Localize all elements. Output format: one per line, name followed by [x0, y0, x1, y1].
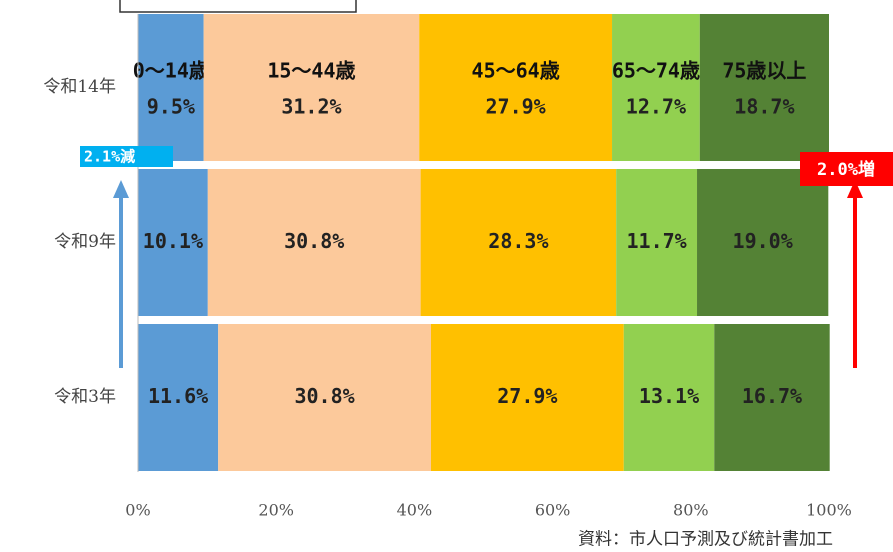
- series-label: 0〜14歳: [133, 59, 209, 83]
- up-arrow-head: [847, 180, 863, 198]
- value-label: 30.8%: [294, 384, 354, 408]
- bar-segment: [138, 169, 208, 316]
- frame: [119, 0, 357, 13]
- down-arrow-head: [113, 180, 129, 198]
- category-label: 令和3年: [54, 387, 116, 407]
- value-label: 28.3%: [488, 229, 548, 253]
- series-label: 45〜64歳: [472, 59, 560, 83]
- bar-segment: [430, 324, 624, 471]
- value-label: 11.6%: [148, 384, 208, 408]
- source-note: 資料：市人口予測及び統計書加工: [578, 530, 833, 550]
- bar-segment: [207, 169, 421, 316]
- value-label: 27.9%: [497, 384, 557, 408]
- increase-box: [800, 152, 893, 186]
- decrease-label: 2.1%減: [84, 148, 135, 166]
- x-tick-label: 20%: [258, 501, 294, 520]
- value-label: 12.7%: [626, 95, 686, 119]
- value-label: 9.5%: [147, 95, 195, 119]
- series-label: 15〜44歳: [267, 59, 355, 83]
- plot: 0% 20% 40% 60% 80% 100% 令和14年 9.5% 0〜14歳 31.2% 15〜…: [43, 14, 852, 520]
- value-label: 16.7%: [742, 384, 802, 408]
- bar-segment: [699, 14, 829, 161]
- bar-segment: [218, 324, 431, 471]
- decrease-box: [80, 146, 173, 167]
- x-tick-label: 60%: [535, 501, 571, 520]
- x-tick-label: 80%: [673, 501, 709, 520]
- bar-segment: [203, 14, 420, 161]
- bar-segment: [420, 169, 617, 316]
- bar-segment: [612, 14, 700, 161]
- bar-segment: [419, 14, 613, 161]
- value-label: 27.9%: [486, 95, 546, 119]
- value-label: 10.1%: [143, 229, 203, 253]
- x-tick-label: 100%: [806, 501, 852, 520]
- bar-segment: [138, 14, 204, 161]
- bar-segment: [138, 324, 219, 471]
- value-label: 30.8%: [284, 229, 344, 253]
- value-label: 31.2%: [281, 95, 341, 119]
- category-label: 令和14年: [43, 77, 116, 97]
- x-tick-label: 0%: [125, 501, 150, 520]
- bar-segment: [623, 324, 715, 471]
- value-label: 18.7%: [734, 95, 794, 119]
- value-label: 11.7%: [626, 229, 686, 253]
- x-tick-label: 40%: [397, 501, 433, 520]
- category-label: 令和9年: [54, 232, 116, 252]
- series-label: 65〜74歳: [612, 59, 700, 83]
- bar-segment: [697, 169, 829, 316]
- increase-label: 2.0%増: [817, 159, 875, 180]
- value-label: 19.0%: [733, 229, 793, 253]
- bar-segment: [714, 324, 830, 471]
- value-label: 13.1%: [639, 384, 699, 408]
- series-label: 75歳以上: [722, 59, 806, 83]
- bar-segment: [616, 169, 698, 316]
